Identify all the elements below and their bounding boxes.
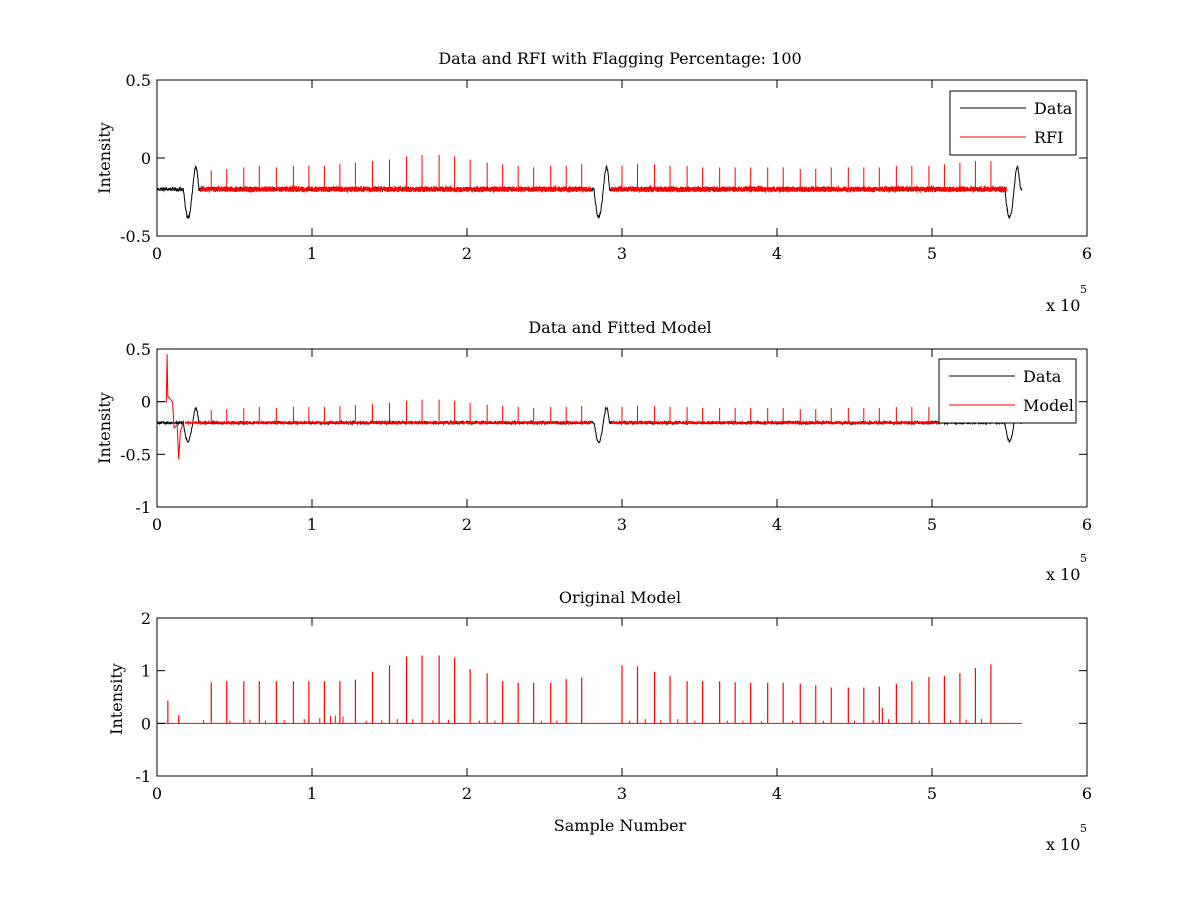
series-model <box>157 354 941 460</box>
x-tick-label: 6 <box>1082 784 1092 803</box>
x-tick-label: 3 <box>617 244 627 263</box>
y-tick-label: -0.5 <box>120 227 151 246</box>
y-tick-label: 2 <box>141 609 151 628</box>
x-tick-label: 2 <box>462 515 472 534</box>
x-tick-label: 6 <box>1082 244 1092 263</box>
x-tick-label: 0 <box>152 244 162 263</box>
x-tick-label: 4 <box>772 515 782 534</box>
legend: Data RFI <box>949 90 1077 156</box>
x-tick-label: 4 <box>772 784 782 803</box>
subplot-title: Original Model <box>559 588 681 607</box>
x-tick-label: 5 <box>927 244 937 263</box>
legend-label-model: Model <box>1023 396 1074 415</box>
series-original-model <box>157 655 1022 724</box>
x-tick-label: 1 <box>307 784 317 803</box>
y-tick-label: 1 <box>141 662 151 681</box>
legend-box <box>949 90 1077 156</box>
x-tick-label: 3 <box>617 784 627 803</box>
axes: 0 1 2 3 4 5 6-0.500.5 <box>120 71 1092 263</box>
x-exponent-power: 5 <box>1080 552 1087 565</box>
x-tick-label: 0 <box>152 784 162 803</box>
x-tick-label: 2 <box>462 784 472 803</box>
x-axis-label: Sample Number <box>554 816 687 835</box>
x-exponent-base: x 10 <box>1046 296 1080 315</box>
legend-box <box>938 358 1077 424</box>
y-tick-label: 0.5 <box>126 340 151 359</box>
x-tick-label: 2 <box>462 244 472 263</box>
series-segment <box>184 420 592 426</box>
subplot-fitted-model: Data and Fitted Model Intensity 0 1 2 3 4 5 6 -… <box>95 318 1092 584</box>
series-rfi <box>199 154 1007 194</box>
legend: Data Model <box>938 358 1077 424</box>
y-tick-label: -1 <box>135 498 151 517</box>
y-tick-label: 0 <box>141 149 151 168</box>
y-tick-label: -1 <box>135 767 151 786</box>
axes: 0 1 2 3 4 5 6 -1 -0.5 0 0.5 <box>120 340 1092 534</box>
y-tick-label: 0 <box>141 393 151 412</box>
x-exponent-base: x 10 <box>1046 835 1080 854</box>
x-tick-label: 4 <box>772 244 782 263</box>
plot-area <box>156 354 1023 460</box>
y-axis-label: Intensity <box>95 122 114 194</box>
y-axis-label: Intensity <box>95 392 114 464</box>
y-tick-label: 0.5 <box>126 71 151 90</box>
x-tick-label: 5 <box>927 515 937 534</box>
series-startup-line <box>157 354 184 460</box>
x-tick-label: 3 <box>617 515 627 534</box>
x-tick-label: 6 <box>1082 515 1092 534</box>
y-tick-label: -0.5 <box>120 445 151 464</box>
y-tick-label: 0 <box>141 714 151 733</box>
x-exponent-base: x 10 <box>1046 565 1080 584</box>
legend-label-rfi: RFI <box>1034 128 1063 147</box>
x-exponent-power: 5 <box>1080 283 1087 296</box>
plot-area <box>156 154 1023 220</box>
subplot-rfi-flagging: Data and RFI with Flagging Percentage: 1… <box>95 49 1092 315</box>
subplot-title: Data and RFI with Flagging Percentage: 1… <box>438 49 801 68</box>
series-segment <box>610 184 1007 194</box>
x-exponent-power: 5 <box>1080 822 1087 835</box>
x-tick-label: 0 <box>152 515 162 534</box>
legend-label-data: Data <box>1034 99 1073 118</box>
legend-label-data: Data <box>1023 367 1062 386</box>
subplot-title: Data and Fitted Model <box>528 318 711 337</box>
plot-area <box>157 655 1022 724</box>
x-tick-label: 5 <box>927 784 937 803</box>
y-axis-label: Intensity <box>107 663 126 735</box>
series-segment <box>199 184 592 194</box>
series-segment <box>610 420 941 426</box>
x-tick-label: 1 <box>307 515 317 534</box>
x-tick-label: 1 <box>307 244 317 263</box>
